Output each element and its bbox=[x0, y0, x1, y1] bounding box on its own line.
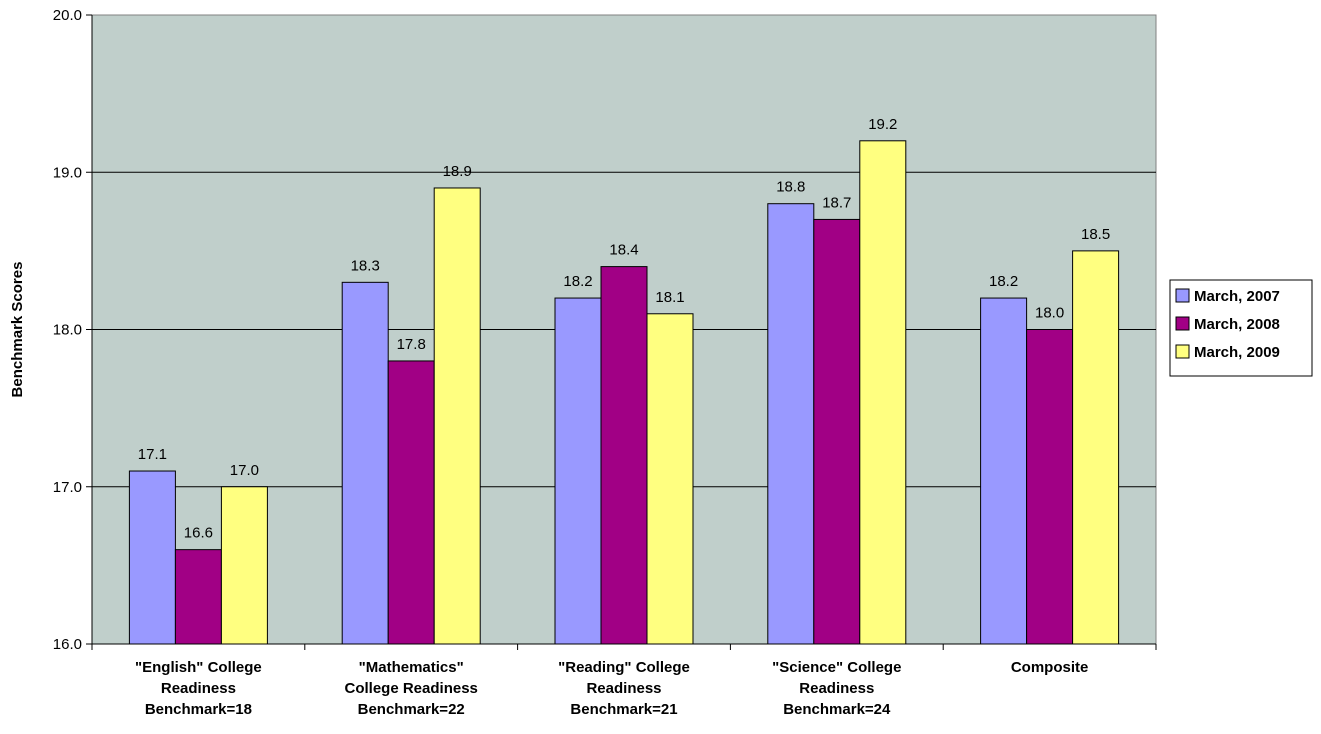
x-tick-label: Composite bbox=[1011, 659, 1089, 676]
data-label: 17.1 bbox=[138, 446, 167, 463]
data-label: 18.1 bbox=[655, 289, 684, 306]
bar bbox=[341, 281, 389, 645]
y-tick-label: 16.0 bbox=[53, 636, 82, 653]
data-label: 17.0 bbox=[230, 462, 259, 479]
y-tick-label: 20.0 bbox=[53, 7, 82, 24]
x-tick-label: Benchmark=22 bbox=[358, 701, 465, 718]
bar bbox=[1026, 329, 1074, 645]
x-category-labels: "English" College Readiness Benchmark=18 "M… bbox=[135, 659, 1088, 718]
x-tick-label: Readiness bbox=[161, 680, 236, 697]
legend-box bbox=[1169, 279, 1313, 377]
x-tick-label: Benchmark=18 bbox=[145, 701, 252, 718]
bar bbox=[1072, 250, 1120, 645]
data-label: 19.2 bbox=[868, 116, 897, 133]
x-tick-label: Benchmark=21 bbox=[570, 701, 677, 718]
x-tick-label: Readiness bbox=[799, 680, 874, 697]
data-label: 18.2 bbox=[563, 273, 592, 290]
bars bbox=[128, 140, 1120, 645]
y-tick-label: 19.0 bbox=[53, 164, 82, 181]
data-label: 18.8 bbox=[776, 179, 805, 196]
legend-entry: March, 2009 bbox=[1194, 344, 1280, 361]
bar bbox=[220, 486, 268, 645]
x-tick-label: Readiness bbox=[586, 680, 661, 697]
legend: March, 2007 March, 2008 March, 2009 bbox=[1169, 279, 1313, 377]
x-tick-label: "Science" College bbox=[772, 659, 901, 676]
bar bbox=[813, 218, 861, 645]
axes bbox=[86, 14, 1157, 650]
legend-swatch bbox=[1175, 344, 1190, 359]
data-label: 16.6 bbox=[184, 525, 213, 542]
data-label: 17.8 bbox=[397, 336, 426, 353]
bar bbox=[554, 297, 602, 645]
data-labels: 17.1 16.6 17.0 18.3 17.8 18.9 18.2 18.4 18.1 18.8… bbox=[138, 116, 1110, 542]
y-tick-labels: 16.0 17.0 18.0 19.0 20.0 bbox=[53, 7, 82, 653]
data-label: 18.4 bbox=[609, 242, 638, 259]
data-label: 18.5 bbox=[1081, 226, 1110, 243]
bar bbox=[387, 360, 435, 645]
bar bbox=[174, 549, 222, 645]
bar bbox=[980, 297, 1028, 645]
x-tick-label: Benchmark=24 bbox=[783, 701, 891, 718]
y-axis-label: Benchmark Scores bbox=[9, 262, 26, 398]
y-tick-label: 18.0 bbox=[53, 322, 82, 339]
legend-swatch bbox=[1175, 288, 1190, 303]
data-label: 18.9 bbox=[443, 163, 472, 180]
bar bbox=[859, 140, 907, 645]
data-label: 18.3 bbox=[351, 257, 380, 274]
legend-entry: March, 2007 bbox=[1194, 288, 1280, 305]
legend-entry: March, 2008 bbox=[1194, 316, 1280, 333]
bar bbox=[600, 266, 648, 645]
data-label: 18.2 bbox=[989, 273, 1018, 290]
legend-swatch bbox=[1175, 316, 1190, 331]
x-tick-label: College Readiness bbox=[345, 680, 478, 697]
x-tick-label: "Mathematics" bbox=[359, 659, 464, 676]
bar bbox=[646, 313, 694, 645]
bar bbox=[767, 203, 815, 645]
x-tick-label: "English" College bbox=[135, 659, 262, 676]
bar bbox=[128, 470, 176, 645]
data-label: 18.7 bbox=[822, 194, 851, 211]
data-label: 18.0 bbox=[1035, 305, 1064, 322]
bar bbox=[433, 187, 481, 645]
x-tick-label: "Reading" College bbox=[558, 659, 690, 676]
y-tick-label: 17.0 bbox=[53, 479, 82, 496]
